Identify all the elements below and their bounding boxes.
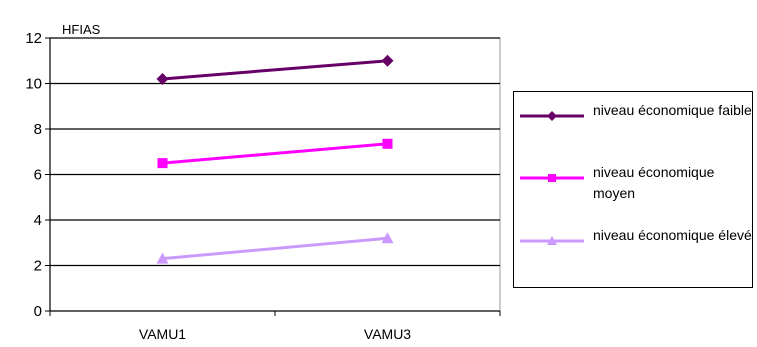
data-point-square xyxy=(382,138,393,149)
series-line xyxy=(162,236,388,261)
legend-swatch-diamond xyxy=(520,111,584,121)
y-axis-label: HFIAS xyxy=(62,22,101,37)
grid-lines xyxy=(49,37,501,312)
y-tick-label: 2 xyxy=(34,258,42,275)
series-lines xyxy=(156,54,394,264)
y-tick-label: 12 xyxy=(25,30,42,47)
data-point-diamond xyxy=(381,54,394,67)
legend-swatch-triangle xyxy=(520,236,584,245)
legend-item-moyen: niveau économique moyen xyxy=(518,162,754,206)
legend: niveau économique faible niveau économiq… xyxy=(513,91,753,288)
series-line xyxy=(162,142,388,165)
data-point-diamond xyxy=(156,72,169,85)
x-tick-label: VAMU1 xyxy=(139,326,186,342)
x-tick-label: VAMU3 xyxy=(364,326,411,342)
data-point-square xyxy=(157,158,168,169)
legend-label: niveau économique élevé xyxy=(593,227,752,243)
legend-item-faible: niveau économique faible xyxy=(518,100,754,144)
y-tick-label: 0 xyxy=(34,303,42,320)
y-tick-labels: 0 2 4 6 8 10 12 xyxy=(25,30,42,320)
y-tick-label: 10 xyxy=(25,76,42,93)
legend-item-eleve: niveau économique élevé xyxy=(518,225,754,269)
data-point-triangle xyxy=(381,232,394,244)
y-tick-label: 4 xyxy=(34,212,42,229)
x-tick-labels: VAMU1 VAMU3 xyxy=(139,326,411,342)
y-tick-label: 8 xyxy=(34,121,42,138)
axes xyxy=(45,37,501,316)
legend-label: niveau économique moyen xyxy=(593,164,715,201)
series-line xyxy=(162,59,388,81)
legend-label: niveau économique faible xyxy=(593,102,752,118)
data-point-triangle xyxy=(156,252,169,264)
legend-swatch-square xyxy=(520,174,584,182)
y-tick-label: 6 xyxy=(34,167,42,184)
